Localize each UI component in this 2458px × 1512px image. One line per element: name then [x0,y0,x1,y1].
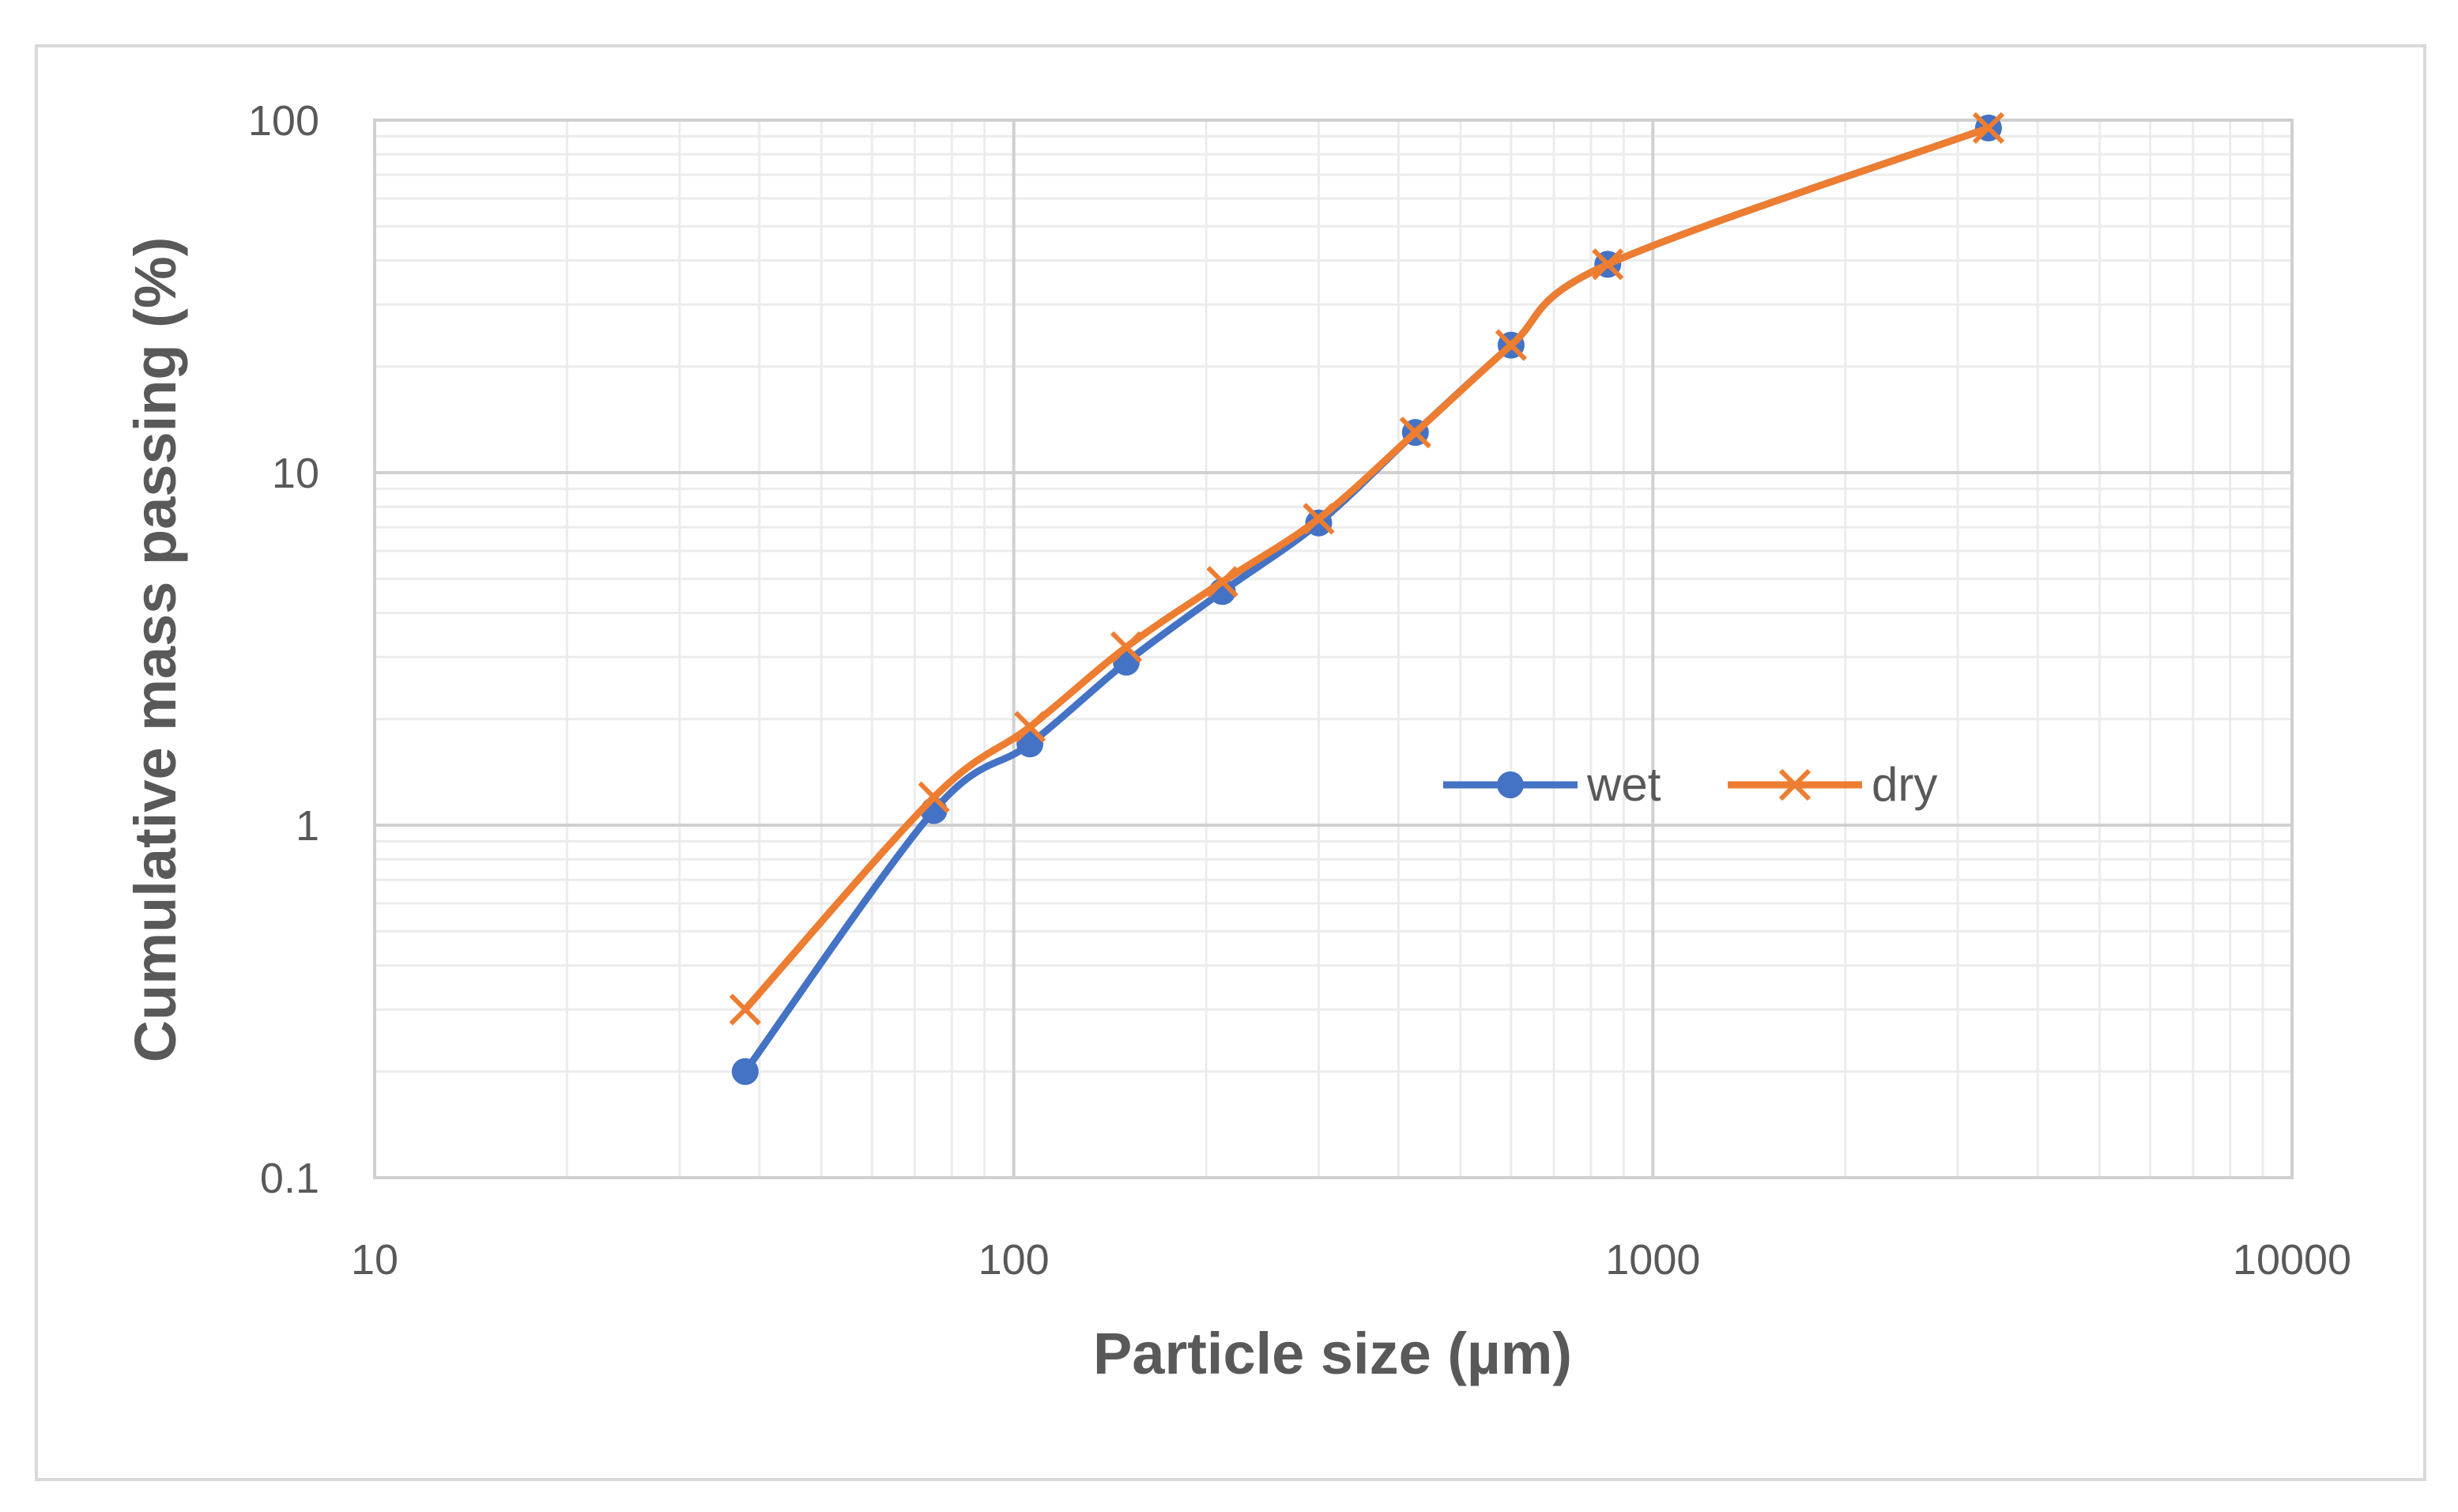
x-tick-label: 100 [978,1236,1050,1284]
data-point-dry [1014,711,1046,743]
legend-marker-dry [1778,768,1811,801]
y-tick-labels: 0.1 1 10 100 [248,97,319,1202]
plot-area-border [373,119,2294,1179]
x-tick-label: 10 [351,1236,398,1284]
data-point-dry [918,781,950,813]
y-tick-label: 1 [296,802,319,850]
y-tick-label: 100 [248,97,319,145]
grid-major [373,119,2294,1179]
legend: wet dry [1443,758,1937,811]
legend-marker-wet [1497,771,1524,798]
data-point-dry [1495,329,1528,361]
x-tick-label: 10000 [2233,1236,2351,1284]
legend-item-dry: dry [1728,758,1937,811]
legend-item-wet: wet [1443,758,1661,811]
chart-frame [35,44,2426,1481]
data-point-dry [1110,631,1143,663]
data-point-dry [1972,111,2005,145]
x-axis-title: Particle size (µm) [1093,1321,1572,1386]
grid-minor [375,120,2292,1178]
data-point-dry [1399,417,1431,449]
legend-label-dry: dry [1872,758,1937,811]
y-tick-label: 10 [272,450,319,497]
x-tick-label: 1000 [1605,1236,1700,1284]
series-layer [729,111,2005,1085]
data-point-wet [1016,730,1044,758]
data-point-dry [1303,503,1335,535]
x-tick-labels: 10 100 1000 10000 [351,1236,2351,1284]
legend-label-wet: wet [1586,758,1661,811]
y-axis-title: Cumulative mass passing (%) [123,237,188,1063]
data-point-dry [1592,248,1624,281]
series-dry [729,111,2005,1026]
data-point-dry [729,994,761,1026]
series-line-wet [741,124,1992,1076]
data-point-wet [731,1058,759,1085]
y-tick-label: 0.1 [260,1155,319,1202]
data-point-dry [1206,566,1238,598]
